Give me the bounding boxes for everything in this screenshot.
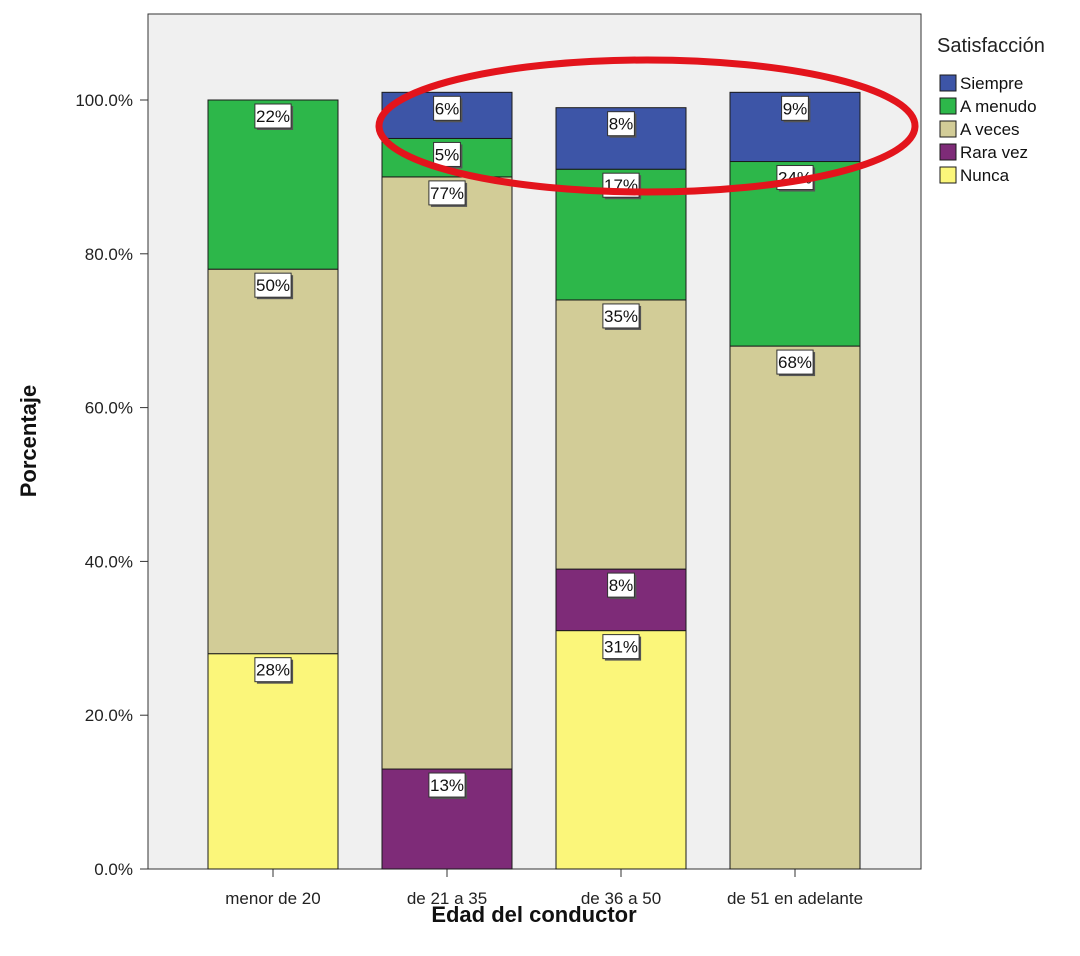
bar-segment — [729, 161, 861, 347]
data-label: 8% — [609, 115, 634, 134]
x-tick-label: de 51 en adelante — [727, 889, 863, 908]
data-label: 31% — [604, 638, 638, 657]
data-label-box — [602, 303, 640, 329]
bar-segment — [555, 299, 687, 570]
data-label: 5% — [435, 145, 460, 164]
data-label-box — [433, 95, 461, 121]
data-label-box — [254, 657, 292, 683]
y-tick-label: 20.0% — [85, 706, 133, 725]
data-label-box — [781, 95, 809, 121]
bar-segment — [207, 268, 339, 655]
legend: Satisfacción Siempre A menudo A veces Rara … — [937, 35, 1045, 185]
data-label: 50% — [256, 276, 290, 295]
data-label-box — [433, 141, 461, 167]
legend-swatch — [939, 74, 957, 92]
legend-label: A menudo — [960, 97, 1037, 116]
y-tick-label: 100.0% — [75, 91, 133, 110]
bar-segment — [555, 630, 687, 870]
bar-segment — [381, 176, 513, 770]
legend-swatch — [939, 120, 957, 138]
legend-label: Nunca — [960, 166, 1010, 185]
x-tick-label: de 21 a 35 — [407, 889, 487, 908]
data-label: 9% — [783, 99, 808, 118]
data-label: 22% — [256, 107, 290, 126]
bar-segment — [729, 345, 861, 870]
bars — [207, 91, 861, 870]
x-axis: menor de 20 de 21 a 35 de 36 a 50 de 51 en … — [148, 868, 921, 908]
legend-swatch — [939, 97, 957, 115]
data-label: 13% — [430, 776, 464, 795]
data-label: 77% — [430, 184, 464, 203]
y-tick-label: 60.0% — [85, 399, 133, 418]
data-label-box — [254, 272, 292, 298]
data-label-box — [602, 634, 640, 660]
data-label: 68% — [778, 353, 812, 372]
x-axis-title: Edad del conductor — [431, 902, 637, 927]
x-tick-label: menor de 20 — [225, 889, 320, 908]
x-tick-label: de 36 a 50 — [581, 889, 661, 908]
legend-swatch — [939, 166, 957, 184]
data-label-box — [254, 103, 292, 129]
highlight-ellipse — [375, 56, 919, 196]
bar-segment — [207, 653, 339, 870]
y-axis-title: Porcentaje — [16, 385, 41, 498]
legend-label: A veces — [960, 120, 1020, 139]
data-label: 6% — [435, 99, 460, 118]
data-label-box — [428, 180, 466, 206]
data-label-box — [776, 349, 814, 375]
legend-label: Siempre — [960, 74, 1023, 93]
y-tick-label: 80.0% — [85, 245, 133, 264]
data-label: 8% — [609, 576, 634, 595]
y-axis: 0.0% 20.0% 40.0% 60.0% 80.0% 100.0% — [75, 14, 149, 879]
data-label-box — [607, 111, 635, 137]
y-tick-label: 0.0% — [94, 860, 133, 879]
legend-label: Rara vez — [960, 143, 1028, 162]
data-label-box — [607, 572, 635, 598]
y-tick-label: 40.0% — [85, 552, 133, 571]
legend-swatch — [939, 143, 957, 161]
data-label-box — [428, 772, 466, 798]
data-label: 35% — [604, 307, 638, 326]
data-label: 28% — [256, 661, 290, 680]
legend-title: Satisfacción — [937, 35, 1045, 57]
data-labels: 28%50%22%13%77%5%6%31%8%35%17%8%68%24%9% — [254, 95, 816, 800]
